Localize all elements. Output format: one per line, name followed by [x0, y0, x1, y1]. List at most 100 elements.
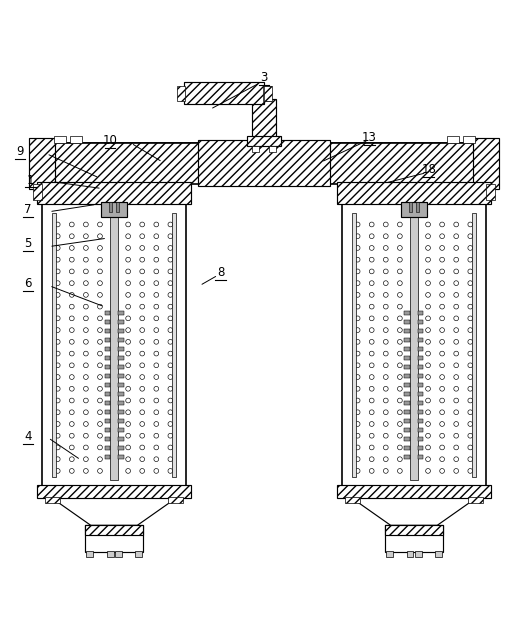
Text: 4: 4	[24, 430, 32, 443]
Bar	[404, 320, 410, 324]
Bar	[86, 550, 93, 557]
Bar	[418, 419, 423, 423]
Bar	[404, 365, 410, 369]
Bar	[105, 437, 110, 441]
Bar	[404, 445, 410, 450]
Bar	[264, 86, 272, 101]
Bar	[110, 214, 118, 480]
Polygon shape	[352, 498, 476, 526]
Bar	[418, 320, 423, 324]
Bar	[118, 356, 124, 360]
Bar	[404, 329, 410, 333]
Bar	[118, 419, 124, 423]
Bar	[105, 428, 110, 432]
Bar	[418, 428, 423, 432]
Bar	[105, 365, 110, 369]
Bar	[118, 320, 124, 324]
Bar	[177, 86, 185, 101]
Bar	[105, 347, 110, 351]
Bar	[486, 184, 495, 200]
Bar	[118, 455, 124, 459]
Bar	[118, 383, 124, 387]
Bar	[345, 497, 360, 503]
Bar	[198, 140, 330, 187]
Bar	[415, 550, 422, 557]
Bar	[337, 182, 491, 205]
Bar	[101, 202, 127, 217]
Bar	[118, 401, 124, 405]
Text: 8: 8	[217, 266, 224, 279]
Bar	[105, 392, 110, 396]
Bar	[409, 202, 412, 211]
Bar	[118, 392, 124, 396]
Bar	[247, 136, 281, 146]
Bar	[70, 136, 82, 143]
Bar	[105, 374, 110, 378]
Text: 13: 13	[362, 131, 377, 144]
Text: 6: 6	[24, 277, 32, 290]
Bar	[418, 338, 423, 342]
Bar	[50, 143, 478, 184]
Bar	[105, 419, 110, 423]
Bar	[404, 374, 410, 378]
Bar	[172, 213, 176, 477]
Bar	[404, 410, 410, 414]
Bar	[404, 392, 410, 396]
Bar	[105, 401, 110, 405]
Bar	[418, 383, 423, 387]
Bar	[418, 329, 423, 333]
Bar	[337, 485, 491, 498]
Bar	[118, 445, 124, 450]
Bar	[115, 550, 122, 557]
Bar	[85, 526, 143, 552]
Bar	[116, 202, 119, 211]
Bar	[105, 455, 110, 459]
Bar	[54, 136, 66, 143]
Bar	[418, 410, 423, 414]
Bar	[404, 311, 410, 315]
Bar	[418, 455, 423, 459]
Bar	[118, 311, 124, 315]
Bar	[472, 213, 476, 477]
Bar	[401, 202, 427, 217]
Bar	[118, 410, 124, 414]
Bar	[468, 497, 483, 503]
Bar	[33, 184, 42, 200]
Bar	[118, 347, 124, 351]
Bar	[418, 356, 423, 360]
Bar	[45, 497, 60, 503]
Bar	[29, 138, 55, 188]
Bar	[404, 428, 410, 432]
Bar	[463, 136, 475, 143]
Text: 10: 10	[102, 134, 117, 147]
Bar	[473, 138, 499, 188]
Bar	[52, 213, 56, 477]
Bar	[447, 136, 459, 143]
Text: 9: 9	[16, 145, 24, 158]
Bar	[37, 182, 191, 205]
Bar	[404, 356, 410, 360]
Bar	[118, 329, 124, 333]
Bar	[407, 550, 413, 557]
Bar	[118, 338, 124, 342]
Bar	[418, 445, 423, 450]
Bar	[105, 329, 110, 333]
Bar	[418, 401, 423, 405]
Bar	[42, 184, 186, 486]
Bar	[105, 320, 110, 324]
Bar	[385, 526, 443, 552]
Bar	[404, 383, 410, 387]
Bar	[404, 419, 410, 423]
Bar	[404, 437, 410, 441]
Bar	[105, 410, 110, 414]
Bar	[85, 526, 143, 535]
Bar	[105, 338, 110, 342]
Bar	[418, 347, 423, 351]
Bar	[410, 214, 418, 480]
Bar	[118, 437, 124, 441]
Bar	[418, 365, 423, 369]
Bar	[105, 445, 110, 450]
Bar	[135, 550, 142, 557]
Bar	[105, 356, 110, 360]
Text: 7: 7	[24, 203, 32, 216]
